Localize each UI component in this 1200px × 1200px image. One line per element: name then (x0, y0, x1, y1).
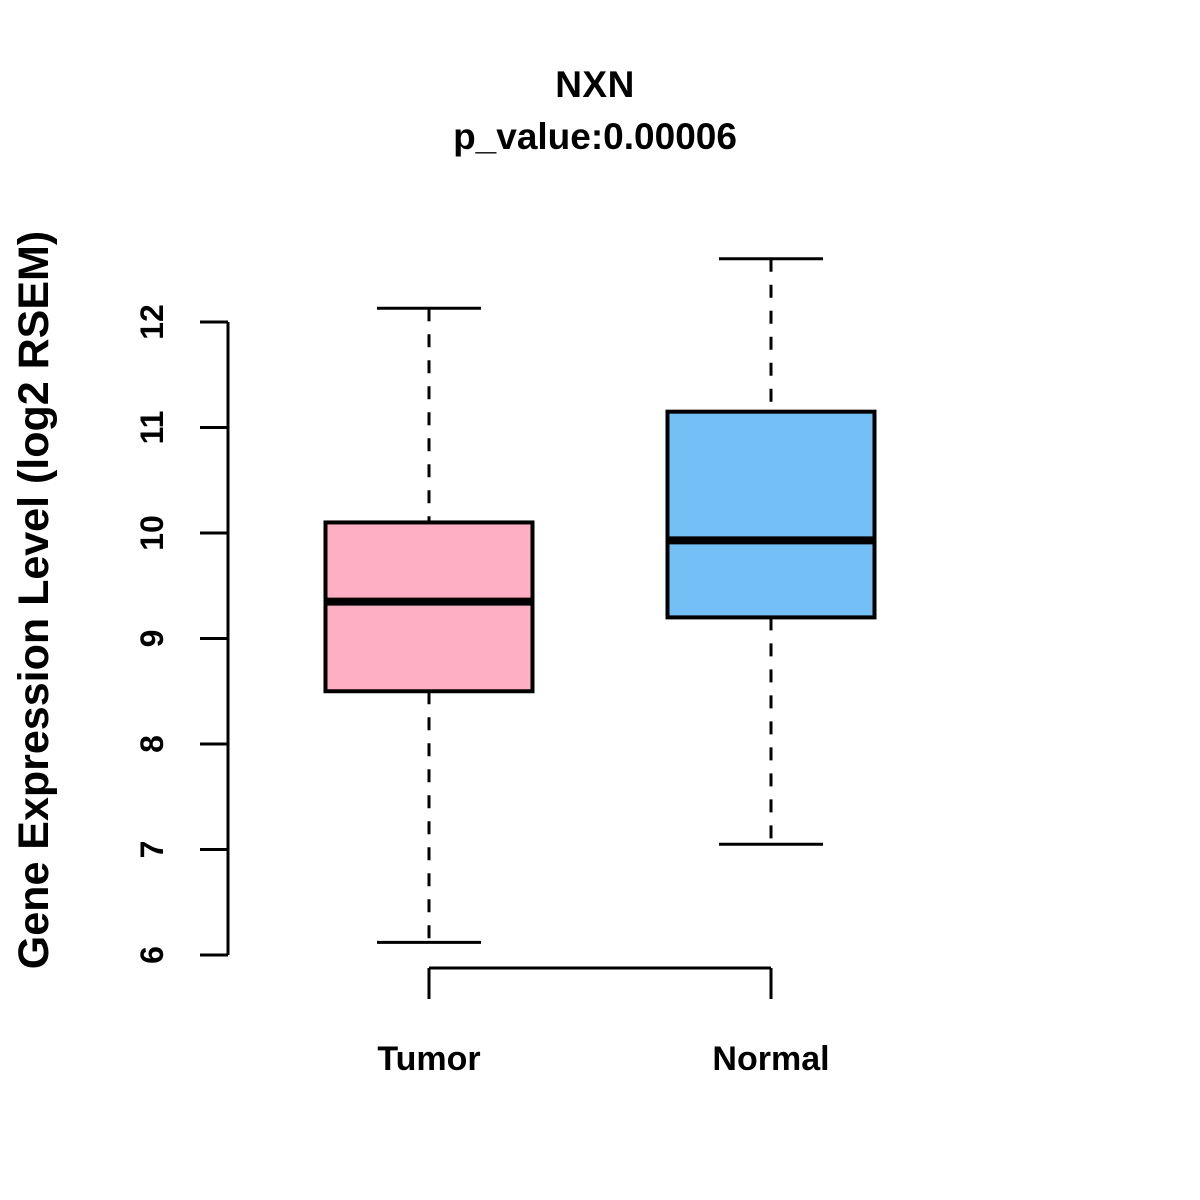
y-axis-tick-label-9: 9 (134, 630, 170, 648)
y-axis-tick-label-6: 6 (134, 946, 170, 964)
y-axis-tick-label-7: 7 (134, 841, 170, 859)
normal-box (665, 409, 877, 620)
y-axis-tick-label-11: 11 (134, 411, 170, 445)
y-axis-tick-label-10: 10 (134, 515, 170, 551)
tumor-box (323, 520, 535, 694)
x-tick-label-tumor: Tumor (377, 1040, 481, 1078)
y-axis-tick-label-8: 8 (134, 735, 170, 753)
p-value-subtitle: p_value:0.00006 (453, 116, 737, 157)
x-tick-label-normal: Normal (712, 1040, 830, 1078)
y-axis-title: Gene Expression Level (log2 RSEM) (10, 230, 58, 970)
chart-title: NXN (555, 64, 635, 105)
y-axis-tick-label-12: 12 (134, 304, 170, 340)
